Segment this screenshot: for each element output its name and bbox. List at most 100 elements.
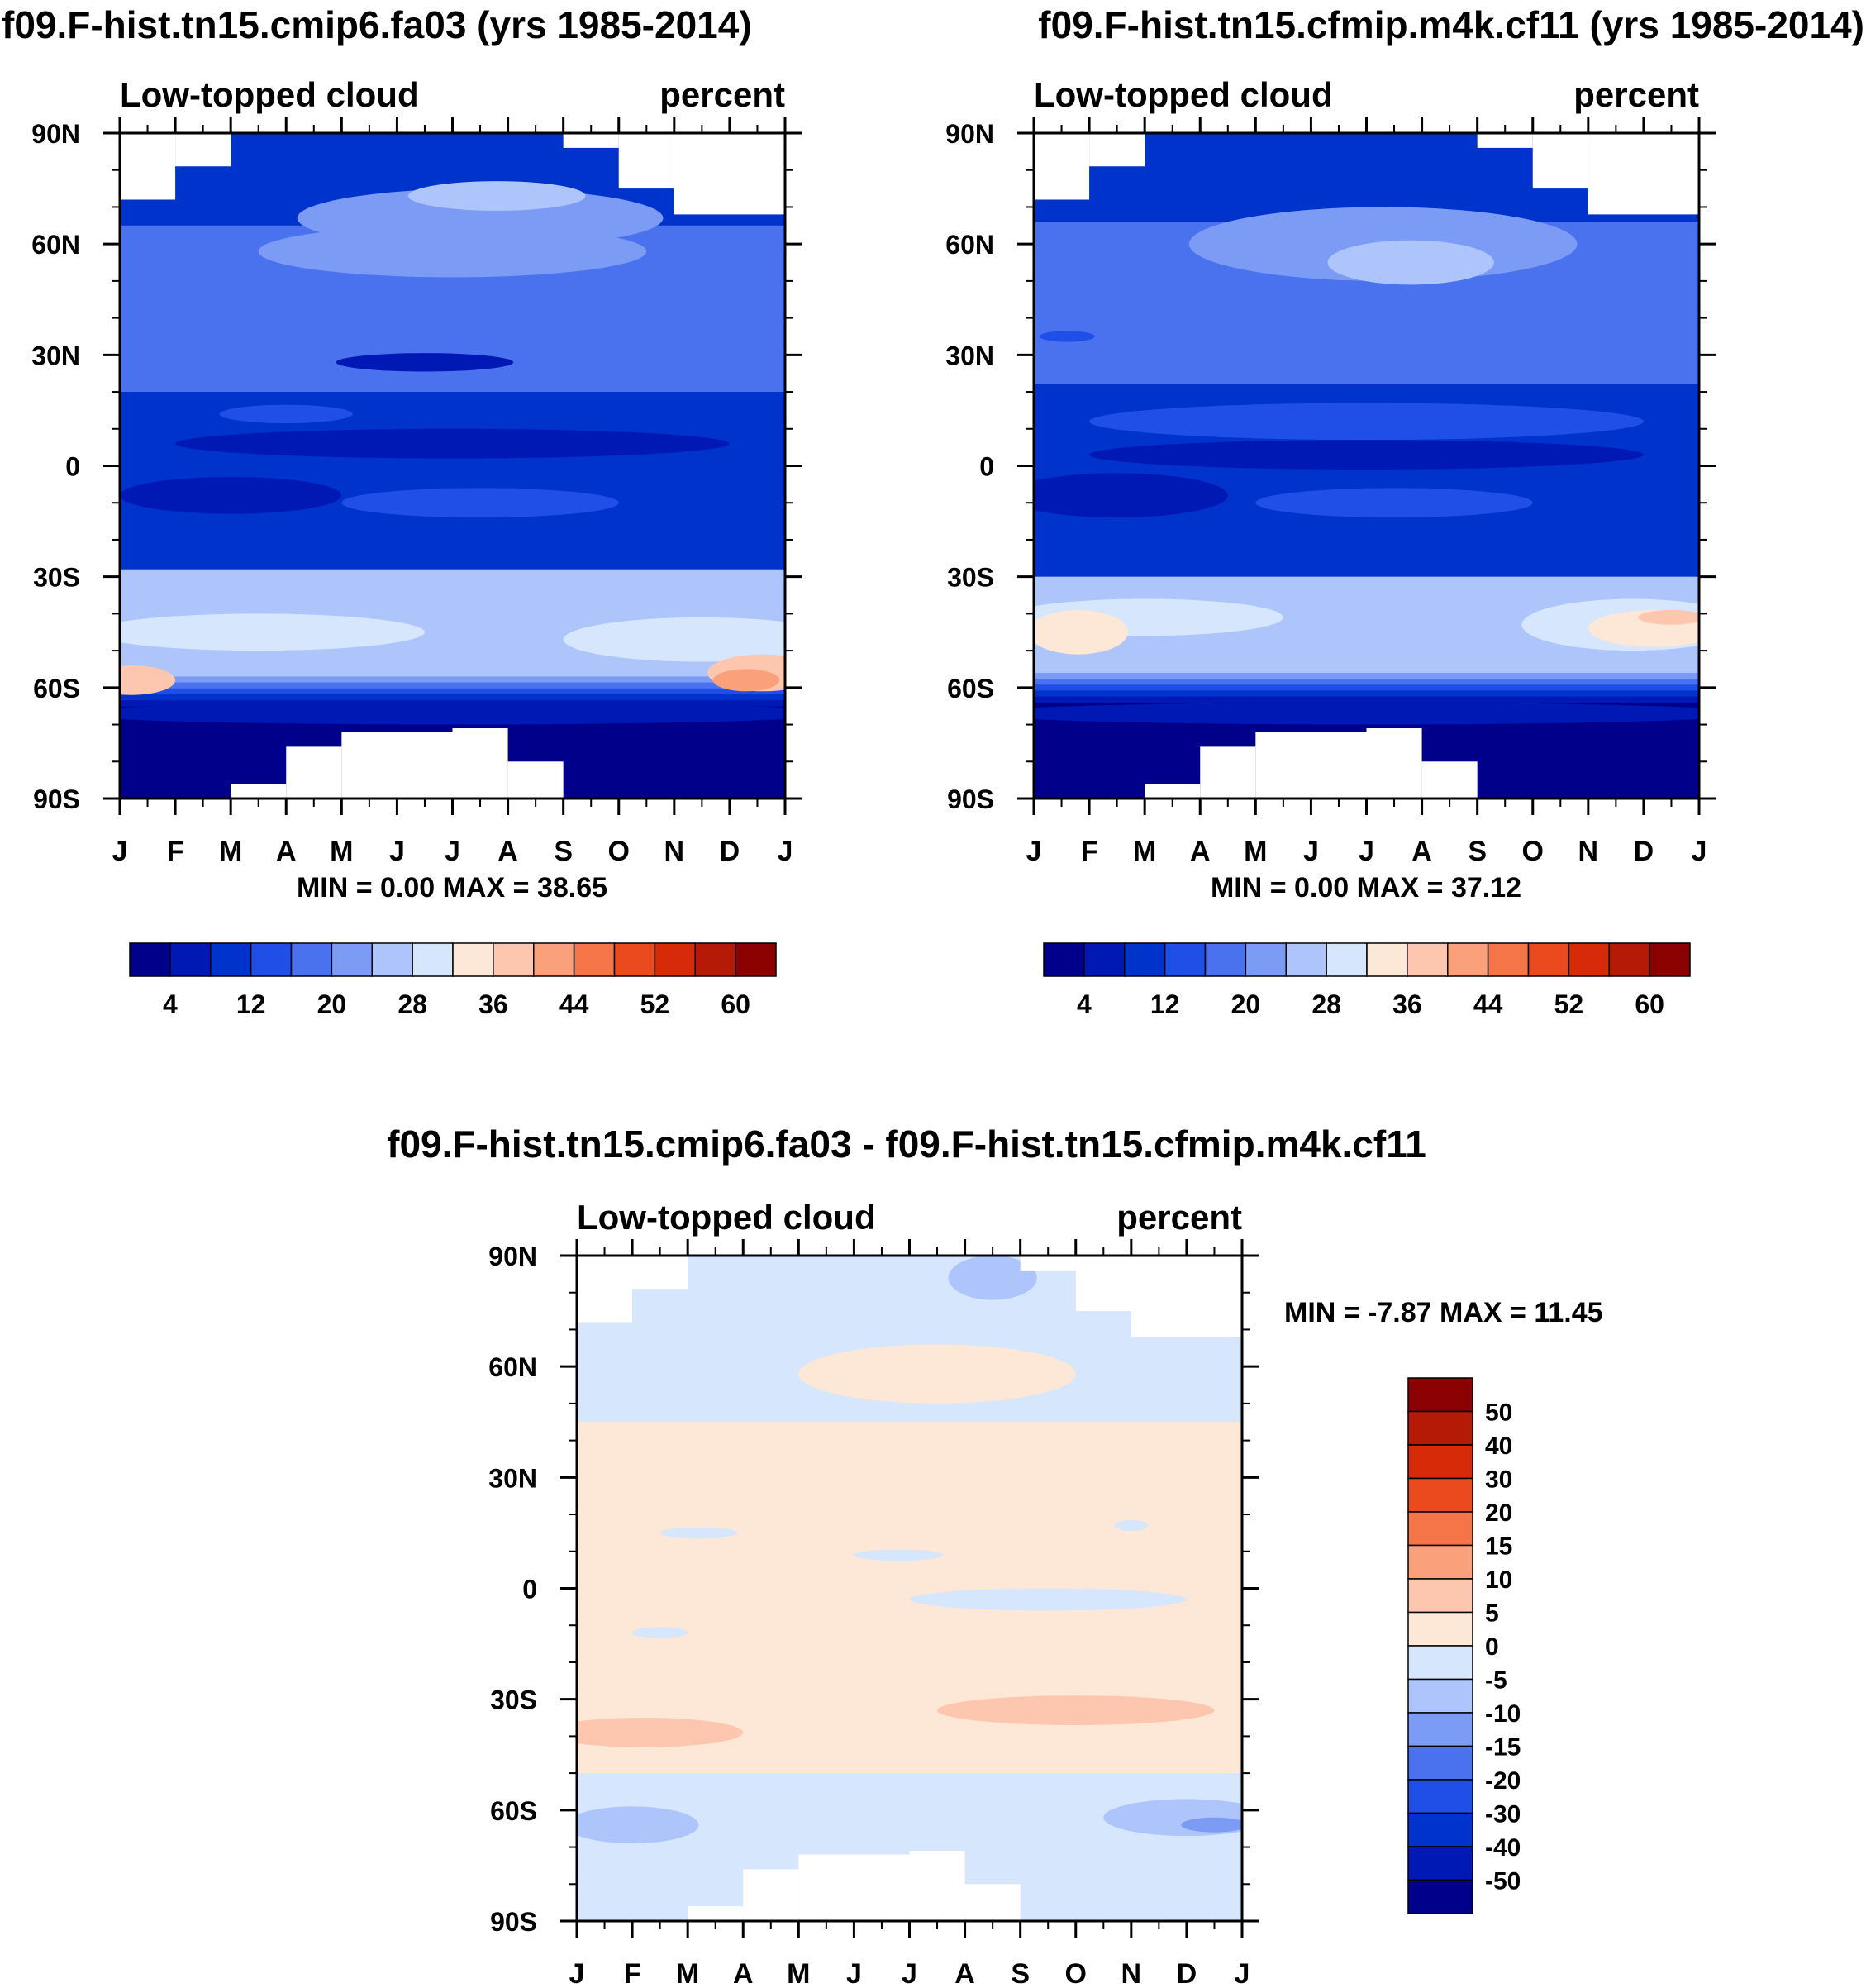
y-tick-label: 60N (488, 1352, 537, 1382)
x-tick-label: J (389, 836, 405, 867)
y-tick-label: 30N (945, 341, 994, 370)
colorbar-box-11 (1407, 1712, 1473, 1747)
missing-data-region (120, 133, 176, 200)
colorbar-box-15 (694, 942, 736, 977)
contour-region-11 (120, 665, 176, 695)
edge-band-4 (1034, 684, 1699, 691)
colorbar-label: 50 (1485, 1399, 1512, 1427)
x-tick-label: J (778, 836, 793, 867)
contour-region-5 (1089, 440, 1644, 470)
colorbar-box-13 (1527, 942, 1570, 977)
contour-region-12 (1181, 1817, 1242, 1833)
x-tick-label: J (1303, 836, 1319, 867)
right-subtitle: percent (1116, 1198, 1242, 1237)
left-subtitle: Low-topped cloud (577, 1198, 876, 1237)
colorbar-box-16 (1407, 1879, 1473, 1914)
edge-band-5 (120, 694, 785, 701)
min-max-label: MIN = 0.00 MAX = 38.65 (297, 872, 607, 903)
colorbar-label: -50 (1485, 1868, 1521, 1895)
min-max-label: MIN = 0.00 MAX = 37.12 (1211, 872, 1521, 903)
colorbar-box-3 (210, 942, 252, 977)
colorbar-label: -5 (1485, 1667, 1507, 1695)
y-tick-label: 60S (33, 674, 80, 703)
colorbar-box-9 (452, 942, 494, 977)
colorbar-box-14 (1568, 942, 1610, 977)
x-tick-label: J (1235, 1958, 1250, 1988)
colorbar-box-8 (1326, 942, 1368, 977)
x-tick-label: J (445, 836, 460, 867)
x-tick-label: F (167, 836, 184, 867)
left-subtitle: Low-topped cloud (120, 75, 419, 114)
colorbar-box-3 (1124, 942, 1166, 977)
colorbar-box-12 (573, 942, 616, 977)
contour-region-3 (659, 1527, 738, 1539)
contour-field (120, 133, 785, 799)
contour-region-10 (563, 617, 785, 662)
chart-title: f09.F-hist.tn15.cmip6.fa03 - f09.F-hist.… (387, 1123, 1426, 1166)
contour-region-9 (120, 613, 425, 651)
contour-region-9 (1034, 609, 1129, 655)
colorbar-box-3 (1407, 1444, 1473, 1480)
y-tick-label: 90S (33, 784, 80, 814)
missing-data-region (1421, 761, 1478, 799)
colorbar-label: -20 (1485, 1767, 1521, 1795)
y-tick-label: 90S (490, 1907, 537, 1937)
y-tick-label: 60S (490, 1796, 537, 1826)
contour-region-7 (120, 476, 342, 514)
missing-data-region (1131, 1256, 1242, 1337)
missing-data-region (507, 761, 564, 799)
missing-data-region (231, 784, 287, 799)
colorbar-box-15 (1608, 942, 1650, 977)
contour-field (1034, 133, 1699, 799)
contour-region-4 (1114, 1519, 1148, 1532)
colorbar-label: 60 (721, 989, 750, 1019)
colorbar-box-15 (1407, 1846, 1473, 1881)
colorbar-label: 20 (1485, 1499, 1512, 1527)
x-tick-label: M (219, 836, 242, 867)
missing-data-region (1477, 133, 1533, 148)
missing-data-region (909, 1851, 965, 1921)
contour-region-1 (948, 1256, 1037, 1300)
missing-data-region (618, 133, 674, 189)
colorbar-box-14 (654, 942, 696, 977)
x-tick-label: J (1026, 836, 1042, 867)
x-tick-label: J (112, 836, 128, 867)
missing-data-region (1020, 1256, 1076, 1271)
colorbar-box-6 (331, 942, 373, 977)
y-tick-label: 90S (947, 784, 994, 814)
x-tick-label: M (787, 1958, 810, 1988)
x-tick-label: F (1081, 836, 1098, 867)
colorbar-box-10 (1407, 1678, 1473, 1714)
contour-region-4 (336, 353, 514, 372)
chart-panel-2: J F M A M J J A S O N D J 90N 60N 30N 0 30S 60S 90S f09.F-hi… (945, 3, 1864, 1019)
x-tick-label: D (1634, 836, 1654, 867)
contour-region-5 (854, 1549, 943, 1561)
contour-region-7 (1255, 488, 1533, 518)
contour-region-2 (1327, 240, 1494, 285)
missing-data-region (1366, 728, 1422, 799)
edge-band-3 (1034, 679, 1699, 685)
edge-band-3 (120, 682, 785, 689)
contour-region-8 (577, 1718, 744, 1747)
missing-data-region (1034, 133, 1090, 200)
contour-region-6 (175, 428, 730, 459)
x-tick-label: N (664, 836, 685, 867)
min-max-label: MIN = -7.87 MAX = 11.45 (1284, 1297, 1603, 1328)
colorbar-label: 44 (1473, 989, 1503, 1019)
contour-region-9 (937, 1695, 1215, 1725)
colorbar-box-11 (1447, 942, 1489, 977)
x-tick-label: O (1522, 836, 1544, 867)
colorbar-box-11 (533, 942, 575, 977)
colorbar-box-6 (1407, 1544, 1473, 1580)
x-tick-label: O (608, 836, 630, 867)
x-tick-label: A (954, 1958, 975, 1988)
colorbar-label: 12 (236, 989, 266, 1019)
contour-region-3 (1039, 331, 1095, 342)
colorbar-label: 15 (1485, 1533, 1512, 1561)
contour-region-2 (798, 1344, 1076, 1404)
missing-data-region (964, 1884, 1021, 1921)
colorbar-box-9 (1366, 942, 1408, 977)
x-tick-label: J (1359, 836, 1374, 867)
chart-panel-1: J F M A M J J A S O N D J 90N 60N 30N 0 30S 60S 90S f09.F-hi… (2, 3, 802, 1019)
